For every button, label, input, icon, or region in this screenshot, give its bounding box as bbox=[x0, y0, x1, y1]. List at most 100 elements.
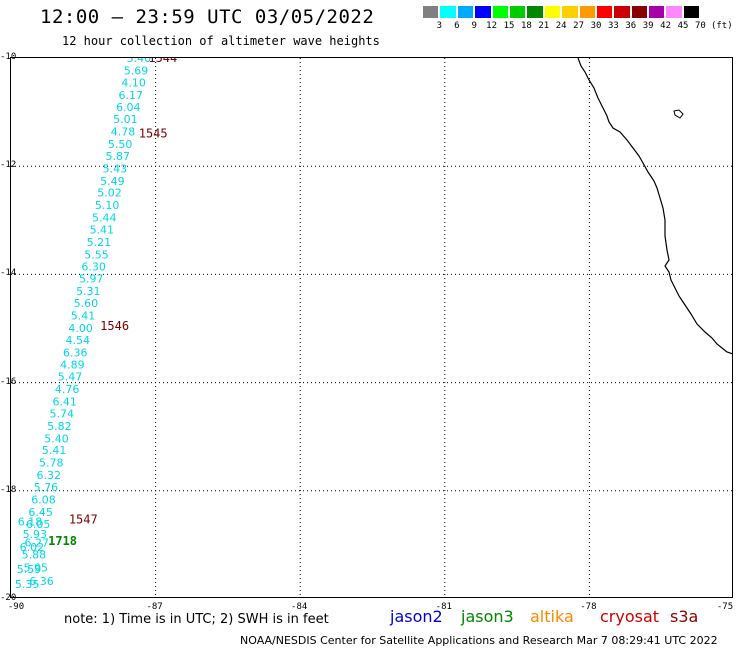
page-subtitle: 12 hour collection of altimeter wave hei… bbox=[62, 34, 380, 48]
legend-swatch bbox=[578, 5, 596, 19]
legend-swatch bbox=[474, 5, 492, 19]
wave-height-label: 4.76 bbox=[55, 383, 80, 396]
pass-number-label: 1545 bbox=[139, 127, 168, 141]
wave-height-label: 6.32 bbox=[37, 469, 62, 482]
longitude-tick-label: -75 bbox=[716, 602, 734, 612]
legend-label: 70 bbox=[694, 21, 706, 31]
map-canvas: 5.405.694.106.176.045.014.785.505.875.43… bbox=[11, 58, 732, 597]
wave-height-label: 4.10 bbox=[121, 76, 145, 89]
satellite-legend-cryosat: cryosat bbox=[600, 607, 660, 626]
wave-height-label: 6.41 bbox=[52, 396, 76, 409]
wave-height-label: 5.87 bbox=[105, 150, 130, 163]
wave-height-label: 6.05 bbox=[26, 518, 51, 531]
satellite-legend-s3a: s3a bbox=[670, 607, 699, 626]
legend-swatch bbox=[439, 5, 457, 19]
legend-label: 21 bbox=[538, 21, 550, 31]
wave-height-label: 5.60 bbox=[74, 297, 99, 310]
legend-label: 9 bbox=[471, 21, 477, 31]
legend-label: 36 bbox=[625, 21, 637, 31]
wave-height-label: 5.55 bbox=[84, 248, 109, 261]
wave-height-label: 5.74 bbox=[50, 407, 74, 420]
wave-height-label: 5.21 bbox=[87, 236, 112, 249]
legend-label: 6 bbox=[454, 21, 460, 31]
wave-height-label: 6.04 bbox=[116, 101, 140, 114]
wave-height-label: 4.54 bbox=[65, 334, 90, 347]
longitude-tick-label: -78 bbox=[580, 602, 597, 612]
south-america-coastline bbox=[577, 58, 732, 355]
footer-note: note: 1) Time is in UTC; 2) SWH is in fe… bbox=[64, 612, 329, 627]
wave-height-label: 4.78 bbox=[111, 126, 136, 139]
wave-height-label: 6.08 bbox=[31, 493, 56, 506]
legend-swatch bbox=[630, 5, 649, 19]
latitude-tick-label: -20 bbox=[0, 593, 17, 603]
legend-swatch bbox=[422, 5, 440, 19]
wave-height-label: 5.10 bbox=[95, 199, 120, 212]
longitude-tick-label: -87 bbox=[146, 602, 163, 612]
legend-label: 18 bbox=[520, 21, 532, 31]
wave-height-color-legend: 3 6 9 12 15 18 21 24 27 30 33 36 39 42 45 70 (ft) bbox=[422, 5, 733, 33]
wave-height-label: 5.01 bbox=[113, 113, 137, 126]
wave-height-label: 5.31 bbox=[76, 285, 101, 298]
wave-height-label: 5.47 bbox=[58, 371, 82, 384]
latitude-tick-label: -14 bbox=[0, 268, 17, 279]
latitude-tick-label: -16 bbox=[0, 376, 17, 387]
wave-height-label: 6.30 bbox=[81, 260, 106, 273]
island-outline bbox=[673, 109, 684, 119]
wave-height-label: 5.02 bbox=[97, 187, 122, 200]
legend-label: 27 bbox=[573, 21, 585, 31]
wave-height-label: 5.88 bbox=[22, 549, 47, 562]
latitude-tick-label: -12 bbox=[0, 160, 17, 171]
legend-label: 3 bbox=[436, 21, 443, 31]
legend-label: 15 bbox=[503, 21, 515, 31]
wave-height-label: 5.69 bbox=[124, 64, 148, 77]
wave-height-label: 4.89 bbox=[60, 359, 85, 372]
wave-height-label: 5.40 bbox=[127, 58, 151, 65]
wave-height-label: 6.45 bbox=[28, 506, 52, 519]
wave-height-label: 5.49 bbox=[100, 175, 125, 188]
legend-label: 42 bbox=[660, 21, 672, 31]
legend-label: 45 bbox=[677, 21, 689, 31]
wave-height-label: 5.82 bbox=[47, 420, 72, 433]
legend-swatches bbox=[422, 5, 701, 19]
wave-height-label: 5.41 bbox=[90, 223, 115, 236]
satellite-legend-altika: altika bbox=[530, 607, 574, 626]
page-title: 12:00 – 23:59 UTC 03/05/2022 bbox=[40, 6, 375, 28]
pass-number-label: 1546 bbox=[100, 319, 129, 333]
wave-height-label: 6.36 bbox=[29, 575, 54, 588]
longitude-tick-label: -90 bbox=[7, 602, 25, 612]
legend-swatch bbox=[491, 5, 509, 19]
wave-height-label: 5.50 bbox=[108, 138, 133, 151]
legend-labels: 3 6 9 12 15 18 21 24 27 30 33 36 39 42 45 70 (ft) bbox=[422, 21, 733, 33]
wave-label-layer: 5.405.694.106.176.045.014.785.505.875.43… bbox=[15, 58, 177, 591]
latitude-tick-label: -18 bbox=[0, 484, 17, 495]
legend-swatch bbox=[682, 5, 701, 19]
legend-swatch bbox=[613, 5, 631, 19]
wave-height-label: 5.41 bbox=[42, 444, 67, 457]
legend-label: 39 bbox=[642, 21, 654, 31]
wave-height-label: 5.59 bbox=[17, 563, 42, 576]
legend-swatch bbox=[648, 5, 666, 19]
legend-label: (ft) bbox=[710, 21, 733, 31]
pass-number-label: 1718 bbox=[48, 534, 77, 548]
wave-height-label: 5.95 bbox=[24, 562, 48, 575]
wave-height-label: 5.35 bbox=[15, 578, 40, 591]
legend-label: 12 bbox=[486, 21, 498, 31]
pass-number-label: 1544 bbox=[148, 58, 177, 65]
legend-swatch bbox=[508, 5, 527, 19]
wave-height-label: 6.27 bbox=[24, 537, 49, 550]
wave-height-label: 5.97 bbox=[79, 273, 104, 286]
wave-height-label: 5.76 bbox=[34, 481, 59, 494]
longitude-tick-label: -84 bbox=[291, 602, 308, 612]
legend-swatch bbox=[665, 5, 683, 19]
wave-height-label: 5.93 bbox=[23, 528, 48, 541]
wave-height-label: 5.40 bbox=[44, 432, 68, 445]
legend-label: 24 bbox=[555, 21, 567, 31]
map-grid bbox=[11, 58, 732, 597]
legend-label: 30 bbox=[590, 21, 602, 31]
map-panel: 5.40 5.69 4.10 6.17 6.04 5.01 4.78 5.50 5.87 5.43… bbox=[10, 57, 733, 598]
wave-height-label: 6.02 bbox=[20, 541, 45, 554]
legend-swatch bbox=[526, 5, 544, 19]
legend-label: 33 bbox=[607, 21, 619, 31]
latitude-tick-label: -10 bbox=[0, 52, 17, 62]
satellite-legend-jason3: jason3 bbox=[461, 607, 514, 626]
